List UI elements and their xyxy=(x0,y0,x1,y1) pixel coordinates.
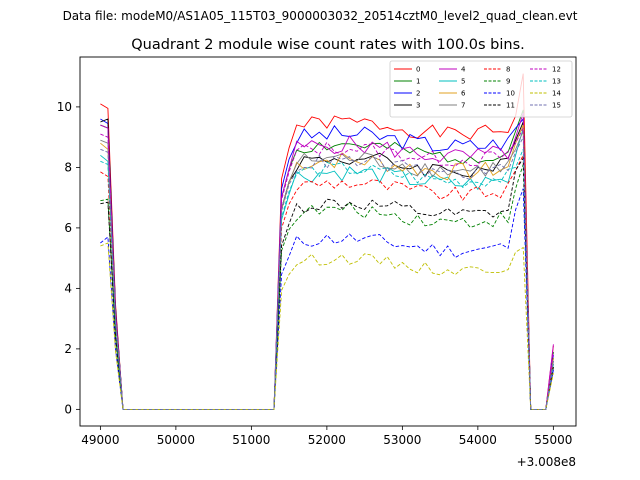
series-layer xyxy=(100,73,554,410)
chart-suptitle: Data file: modeM0/AS1A05_115T03_90000030… xyxy=(63,9,578,23)
legend-label-4: 4 xyxy=(461,66,466,74)
x-tick-label: 53000 xyxy=(383,433,421,447)
legend-label-2: 2 xyxy=(416,90,420,98)
legend-label-13: 13 xyxy=(552,78,561,86)
series-line-13 xyxy=(100,149,554,410)
legend-label-15: 15 xyxy=(552,102,561,110)
x-tick-label: 52000 xyxy=(308,433,346,447)
series-line-11 xyxy=(100,156,554,410)
y-tick-label: 10 xyxy=(57,100,72,114)
legend-label-14: 14 xyxy=(552,90,561,98)
y-axis: 0 2 4 6 8 10 xyxy=(57,100,80,416)
legend-label-0: 0 xyxy=(416,66,420,74)
plot-area xyxy=(100,73,554,410)
legend-label-6: 6 xyxy=(461,90,466,98)
x-tick-label: 50000 xyxy=(157,433,195,447)
legend-frame xyxy=(389,60,573,118)
axes-frame xyxy=(79,56,577,427)
series-line-15 xyxy=(100,136,554,410)
y-tick-label: 6 xyxy=(64,221,72,235)
x-tick-label: 51000 xyxy=(232,433,270,447)
x-tick-label: 49000 xyxy=(81,433,119,447)
legend-label-10: 10 xyxy=(506,90,515,98)
x-axis: 49000 50000 51000 52000 53000 54000 55000 xyxy=(81,426,572,447)
legend-label-12: 12 xyxy=(552,66,561,74)
y-tick-label: 0 xyxy=(64,402,72,416)
legend-label-9: 9 xyxy=(506,78,510,86)
x-tick-label: 55000 xyxy=(534,433,572,447)
series-line-10 xyxy=(100,188,554,410)
legend-label-11: 11 xyxy=(506,102,515,110)
legend-label-5: 5 xyxy=(461,78,465,86)
series-line-8 xyxy=(100,155,554,410)
legend-label-7: 7 xyxy=(461,102,465,110)
chart-title: Quadrant 2 module wise count rates with … xyxy=(131,37,525,53)
legend-label-1: 1 xyxy=(416,78,420,86)
y-tick-label: 2 xyxy=(64,342,72,356)
x-tick-label: 54000 xyxy=(459,433,497,447)
series-line-14 xyxy=(100,242,554,410)
legend-label-3: 3 xyxy=(416,102,420,110)
legend-label-8: 8 xyxy=(506,66,510,74)
x-offset-label: +3.008e8 xyxy=(517,455,576,469)
y-tick-label: 8 xyxy=(64,160,72,174)
y-tick-label: 4 xyxy=(64,281,72,295)
